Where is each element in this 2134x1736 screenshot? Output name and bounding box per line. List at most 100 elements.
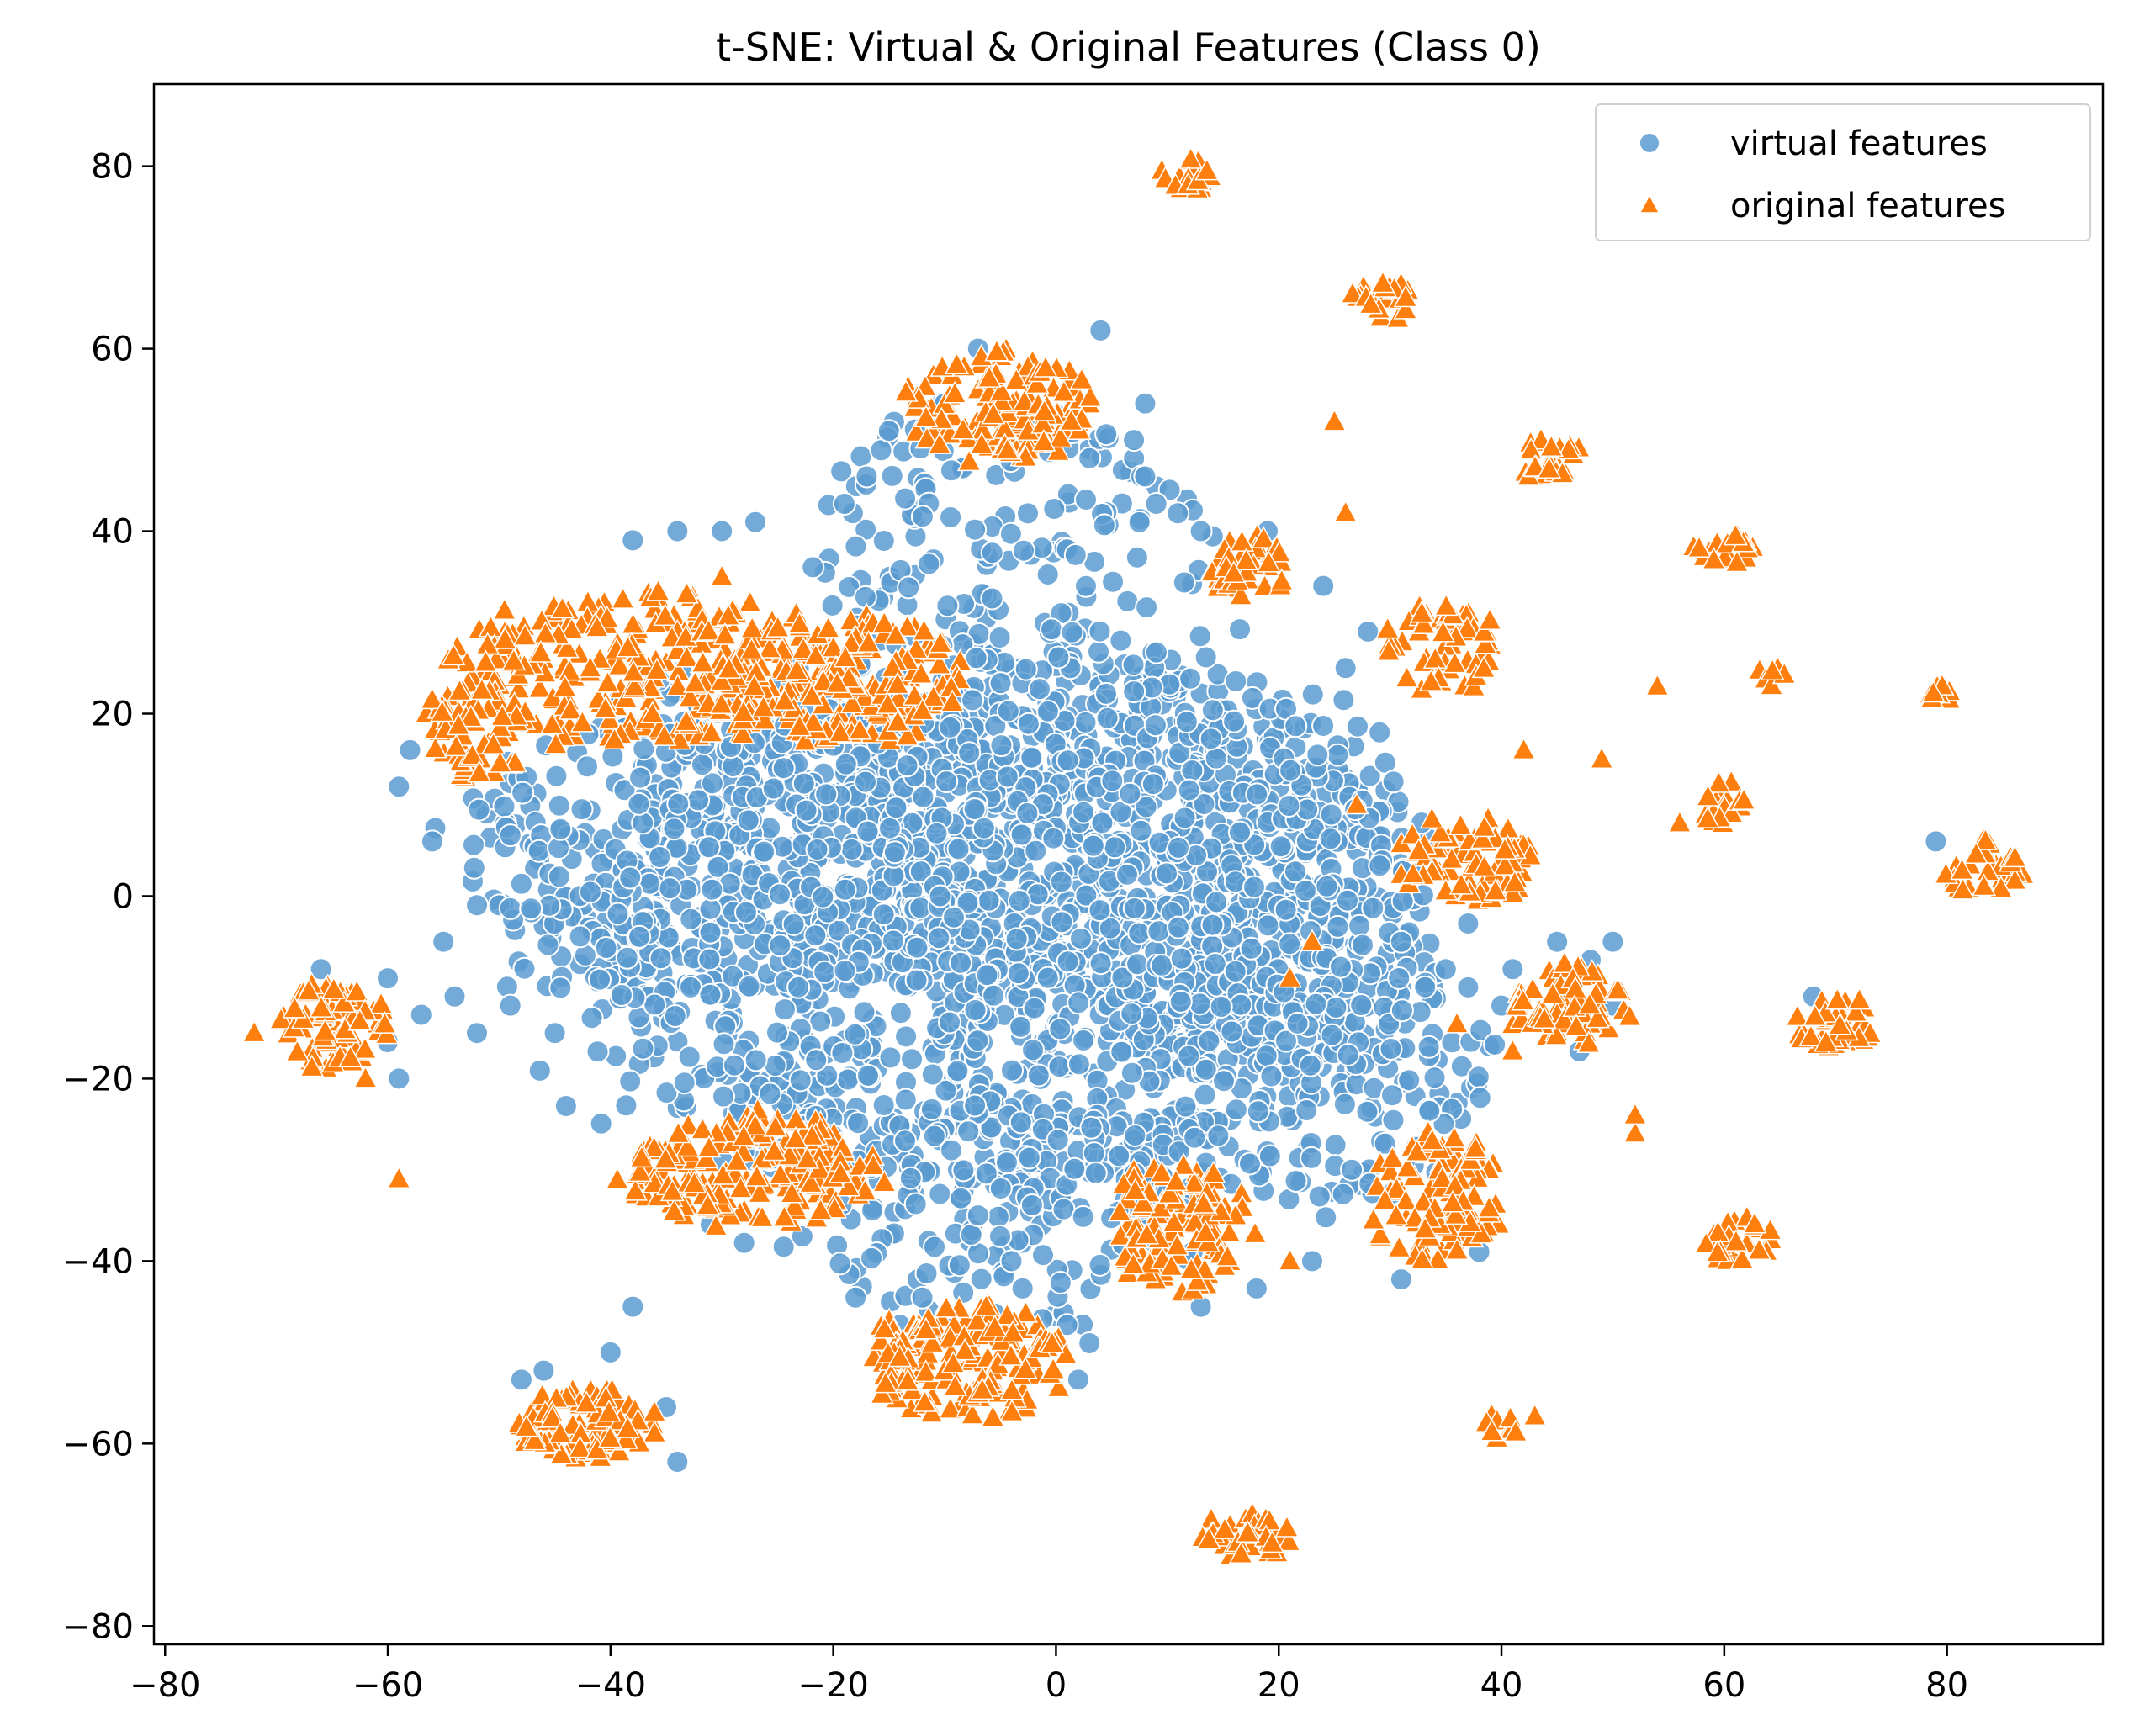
x-tick-label: 20 xyxy=(1258,1666,1300,1705)
virtual-feature-point xyxy=(387,775,411,799)
virtual-feature-point xyxy=(969,1267,993,1291)
virtual-feature-point xyxy=(945,1059,970,1083)
virtual-feature-point xyxy=(1067,1052,1091,1077)
virtual-feature-point xyxy=(1228,617,1252,642)
virtual-feature-point xyxy=(771,756,796,781)
virtual-feature-point xyxy=(1319,802,1343,827)
virtual-feature-point xyxy=(1422,1066,1447,1090)
virtual-feature-point xyxy=(690,753,714,777)
virtual-feature-point xyxy=(589,1111,613,1135)
virtual-feature-point xyxy=(844,534,868,558)
virtual-feature-point xyxy=(752,839,776,864)
virtual-feature-point xyxy=(1397,1068,1422,1093)
virtual-feature-point xyxy=(910,505,935,529)
virtual-feature-point xyxy=(1166,835,1190,860)
virtual-feature-point xyxy=(1088,318,1113,342)
virtual-feature-point xyxy=(732,1231,756,1255)
virtual-feature-point xyxy=(1390,998,1414,1023)
virtual-feature-point xyxy=(1244,1276,1268,1300)
y-tick-label: 0 xyxy=(113,877,134,916)
virtual-feature-point xyxy=(763,1054,787,1077)
virtual-feature-point xyxy=(1456,912,1480,935)
virtual-feature-point xyxy=(1123,1124,1147,1147)
virtual-feature-point xyxy=(387,1066,411,1091)
virtual-feature-point xyxy=(658,876,682,901)
virtual-feature-point xyxy=(961,688,985,712)
virtual-feature-point xyxy=(1284,1169,1308,1193)
virtual-feature-point xyxy=(963,1093,988,1118)
virtual-feature-point xyxy=(1188,624,1212,648)
virtual-feature-point xyxy=(665,519,690,543)
virtual-feature-point xyxy=(914,1262,939,1285)
virtual-feature-point xyxy=(580,1006,604,1030)
virtual-feature-point xyxy=(1468,1086,1492,1110)
x-tick-label: −40 xyxy=(575,1666,646,1705)
virtual-feature-point xyxy=(1501,957,1525,982)
virtual-feature-point xyxy=(1326,743,1350,767)
virtual-feature-point xyxy=(1224,1098,1248,1122)
y-tick-label: −20 xyxy=(63,1060,134,1098)
virtual-feature-point xyxy=(1051,1197,1076,1221)
virtual-feature-point xyxy=(1120,1061,1144,1085)
virtual-feature-point xyxy=(1100,769,1125,793)
x-tick-label: 40 xyxy=(1480,1666,1523,1705)
virtual-feature-point xyxy=(1074,574,1098,598)
virtual-feature-point xyxy=(1205,890,1229,914)
virtual-feature-point xyxy=(1056,950,1080,974)
virtual-feature-point xyxy=(1127,921,1152,945)
virtual-feature-point xyxy=(1063,542,1088,567)
virtual-feature-point xyxy=(665,1450,690,1474)
virtual-feature-point xyxy=(548,817,573,841)
virtual-feature-point xyxy=(1295,1098,1319,1122)
virtual-feature-point xyxy=(938,715,962,739)
virtual-feature-point xyxy=(1046,645,1071,670)
virtual-feature-point xyxy=(1009,1014,1033,1039)
virtual-feature-point xyxy=(1332,688,1356,712)
virtual-feature-point xyxy=(643,992,667,1017)
virtual-feature-point xyxy=(1356,619,1380,643)
virtual-feature-point xyxy=(1351,933,1374,957)
virtual-feature-point xyxy=(1336,1043,1360,1066)
virtual-feature-point xyxy=(1169,946,1194,971)
virtual-feature-point xyxy=(1300,1146,1324,1170)
virtual-feature-point xyxy=(432,929,456,954)
virtual-feature-point xyxy=(1331,1182,1355,1206)
virtual-feature-point xyxy=(1284,714,1308,738)
virtual-feature-point xyxy=(882,840,907,865)
virtual-feature-point xyxy=(663,1004,687,1028)
virtual-feature-point xyxy=(648,845,672,869)
virtual-feature-point xyxy=(1324,995,1348,1019)
virtual-feature-point xyxy=(834,752,858,776)
virtual-feature-point xyxy=(588,967,612,992)
virtual-feature-point xyxy=(1009,1110,1033,1135)
virtual-feature-point xyxy=(1047,1055,1072,1079)
virtual-feature-point xyxy=(972,816,996,840)
virtual-feature-point xyxy=(1088,1252,1112,1277)
virtual-feature-point xyxy=(1101,569,1125,594)
virtual-feature-point xyxy=(1050,910,1074,934)
virtual-feature-point xyxy=(1048,1271,1072,1294)
y-tick-label: 40 xyxy=(91,513,134,552)
virtual-feature-point xyxy=(1017,1146,1041,1170)
virtual-feature-point xyxy=(578,880,602,904)
virtual-feature-point xyxy=(492,794,516,818)
virtual-feature-point xyxy=(543,1021,567,1045)
virtual-feature-point xyxy=(898,1166,923,1190)
virtual-feature-point xyxy=(1009,823,1034,847)
virtual-feature-point xyxy=(880,463,904,488)
virtual-feature-point xyxy=(698,920,723,945)
virtual-feature-point xyxy=(1094,681,1118,706)
virtual-feature-point xyxy=(923,1235,946,1259)
virtual-feature-point xyxy=(462,833,485,857)
virtual-feature-point xyxy=(995,1151,1019,1175)
virtual-feature-point xyxy=(1361,896,1385,920)
virtual-feature-point xyxy=(905,935,929,960)
virtual-feature-point xyxy=(1088,619,1112,643)
virtual-feature-point xyxy=(1229,992,1253,1017)
virtual-feature-point xyxy=(910,1285,935,1310)
virtual-feature-point xyxy=(553,1094,578,1118)
virtual-feature-point xyxy=(527,839,551,863)
virtual-feature-point xyxy=(928,884,952,908)
virtual-feature-point xyxy=(1278,932,1302,956)
virtual-feature-point xyxy=(1060,620,1084,644)
